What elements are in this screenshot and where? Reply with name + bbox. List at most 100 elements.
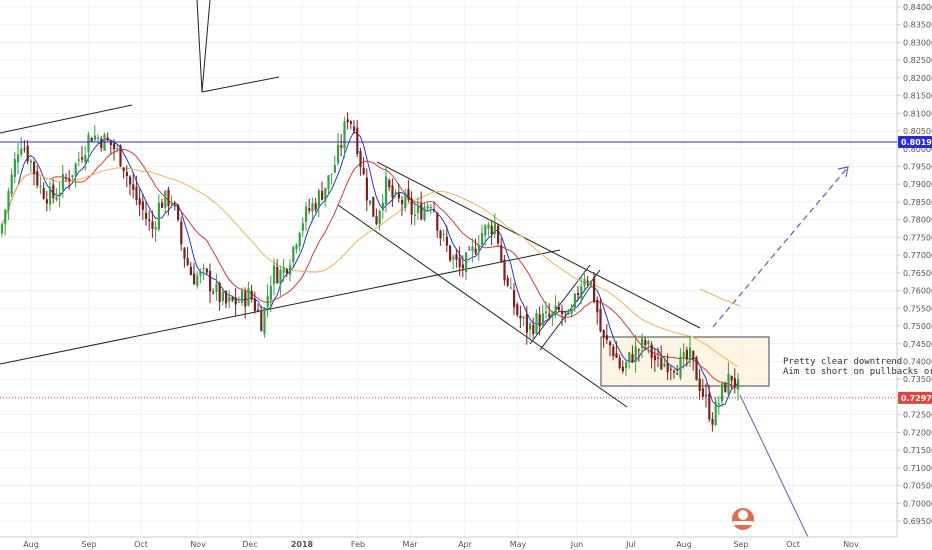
candle-body	[260, 311, 263, 332]
candle-body	[305, 206, 308, 223]
candle-body	[401, 200, 404, 205]
candle-body	[122, 167, 125, 172]
time-tick-label: Aug	[23, 540, 39, 549]
candle-body	[29, 160, 32, 163]
candle-body	[129, 176, 132, 185]
candle-body	[647, 341, 650, 345]
candle-body	[685, 349, 688, 360]
candle-body	[442, 234, 445, 236]
candle-body	[330, 173, 333, 175]
candle-body	[474, 248, 477, 254]
candle-body	[724, 382, 727, 393]
candle-body	[234, 297, 237, 305]
candle-body	[55, 197, 58, 200]
candle-body	[365, 177, 368, 201]
candle-body	[317, 190, 320, 209]
candle-body	[132, 184, 135, 191]
candle-body	[138, 198, 141, 205]
candle-body	[269, 285, 272, 300]
candle-body	[682, 352, 685, 358]
candle-body	[119, 145, 122, 167]
candle-body	[641, 338, 644, 349]
candle-body	[141, 201, 144, 210]
candle-body	[698, 378, 701, 391]
candle-body	[666, 363, 669, 373]
price-tick-label: 0.69500	[903, 517, 932, 526]
candle-body	[689, 347, 692, 360]
candle-body	[737, 379, 740, 390]
candle-body	[413, 214, 416, 217]
candle-body	[167, 189, 170, 207]
candle-body	[10, 174, 13, 195]
candle-body	[173, 204, 176, 206]
candle-body	[417, 205, 420, 213]
candle-body	[436, 213, 439, 231]
candle-body	[61, 174, 64, 190]
candle-body	[193, 273, 196, 285]
candle-body	[228, 296, 231, 302]
candle-body	[33, 161, 36, 174]
candle-body	[263, 308, 266, 335]
candle-body	[215, 283, 218, 292]
note-line-1: Pretty clear downtrend	[783, 357, 902, 367]
candle-body	[583, 278, 586, 286]
time-tick-label: Jul	[625, 540, 636, 549]
candle-body	[231, 297, 234, 301]
candle-body	[701, 388, 704, 397]
candle-body	[391, 185, 394, 198]
trendline	[376, 161, 701, 329]
logo-icon-inner	[738, 510, 748, 520]
candle-body	[657, 357, 660, 359]
candle-body	[202, 268, 205, 270]
time-tick-label: Feb	[351, 540, 365, 549]
candle-body	[404, 192, 407, 208]
candle-body	[503, 259, 506, 281]
candle-body	[445, 236, 448, 246]
trendlines	[0, 0, 849, 538]
candle-body	[673, 370, 676, 373]
time-tick-label: Jun	[570, 540, 584, 549]
candle-body	[423, 206, 426, 220]
time-axis[interactable]: Aug Sep Oct Nov Dec 2018 Feb Mar Apr May Jun Jul Aug…	[0, 536, 897, 549]
candle-body	[577, 292, 580, 296]
price-label-text: 0.80193	[901, 138, 932, 147]
candle-body	[650, 344, 653, 358]
candle-body	[4, 209, 7, 225]
candle-body	[551, 311, 554, 317]
candle-body	[148, 219, 151, 222]
candle-body	[311, 203, 314, 212]
candle-body	[385, 176, 388, 205]
candle-body	[634, 346, 637, 362]
candle-body	[461, 264, 464, 269]
logo-icon-band	[733, 521, 753, 525]
candle-body	[157, 202, 160, 230]
candle-body	[471, 246, 474, 251]
candle-body	[465, 252, 468, 273]
candle-body	[183, 247, 186, 259]
candle-body	[589, 280, 592, 286]
candle-body	[429, 207, 432, 209]
candle-body	[381, 202, 384, 211]
candle-body	[20, 148, 23, 155]
candle-body	[113, 143, 116, 150]
candle-body	[266, 296, 269, 307]
candle-body	[250, 290, 253, 299]
candle-body	[487, 224, 490, 229]
candle-body	[324, 187, 327, 202]
candle-body	[541, 313, 544, 325]
candle-body	[39, 185, 42, 187]
candle-body	[481, 233, 484, 245]
candle-body	[209, 270, 212, 292]
price-label-text: 0.72972	[901, 394, 932, 403]
